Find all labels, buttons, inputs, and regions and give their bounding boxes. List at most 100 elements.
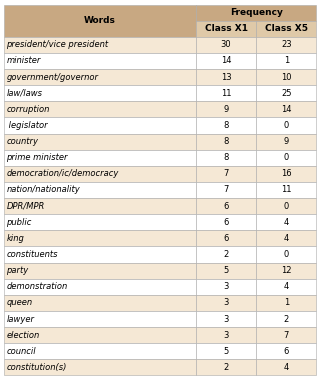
Text: king: king	[6, 234, 24, 243]
Text: 9: 9	[284, 137, 289, 146]
Text: 3: 3	[223, 282, 229, 291]
Bar	[256, 198, 316, 214]
Bar	[256, 53, 316, 69]
Text: president/vice president: president/vice president	[6, 40, 108, 49]
Bar	[4, 69, 196, 85]
Text: public: public	[6, 218, 32, 227]
Text: 7: 7	[223, 169, 229, 178]
Text: 10: 10	[281, 73, 292, 82]
Text: 1: 1	[284, 298, 289, 307]
Bar	[256, 343, 316, 359]
Text: 11: 11	[281, 185, 292, 195]
Text: legislator: legislator	[6, 121, 48, 130]
Text: 25: 25	[281, 89, 292, 98]
Bar	[196, 69, 256, 85]
Bar	[196, 133, 256, 150]
Text: 0: 0	[284, 153, 289, 162]
Bar	[4, 166, 196, 182]
Text: 23: 23	[281, 40, 292, 49]
Bar	[256, 117, 316, 133]
Text: 4: 4	[284, 282, 289, 291]
Bar	[196, 117, 256, 133]
Bar	[256, 150, 316, 166]
Text: 0: 0	[284, 202, 289, 211]
Text: 3: 3	[223, 298, 229, 307]
Bar	[256, 69, 316, 85]
Bar	[4, 150, 196, 166]
Text: DPR/MPR: DPR/MPR	[6, 202, 45, 211]
Bar	[4, 5, 196, 37]
Text: 6: 6	[223, 234, 229, 243]
Bar	[196, 263, 256, 279]
Text: 3: 3	[223, 331, 229, 340]
Bar	[196, 247, 256, 263]
Bar	[4, 247, 196, 263]
Bar	[196, 182, 256, 198]
Text: 8: 8	[223, 121, 229, 130]
Text: 0: 0	[284, 250, 289, 259]
Bar	[256, 182, 316, 198]
Text: queen: queen	[6, 298, 33, 307]
Bar	[196, 21, 256, 37]
Bar	[4, 85, 196, 101]
Text: 5: 5	[223, 347, 229, 356]
Bar	[196, 343, 256, 359]
Bar	[256, 263, 316, 279]
Text: 3: 3	[223, 315, 229, 323]
Bar	[256, 214, 316, 230]
Bar	[196, 295, 256, 311]
Text: 30: 30	[221, 40, 231, 49]
Text: 0: 0	[284, 121, 289, 130]
Text: 6: 6	[223, 218, 229, 227]
Bar	[256, 295, 316, 311]
Text: 7: 7	[284, 331, 289, 340]
Bar	[256, 279, 316, 295]
Bar	[256, 311, 316, 327]
Text: 12: 12	[281, 266, 292, 275]
Text: lawyer: lawyer	[6, 315, 35, 323]
Text: 11: 11	[221, 89, 231, 98]
Bar	[4, 295, 196, 311]
Text: demonstration: demonstration	[6, 282, 68, 291]
Text: 8: 8	[223, 153, 229, 162]
Text: 2: 2	[223, 363, 229, 372]
Text: minister: minister	[6, 57, 41, 65]
Bar	[4, 279, 196, 295]
Text: party: party	[6, 266, 29, 275]
Text: law/laws: law/laws	[6, 89, 42, 98]
Bar	[4, 343, 196, 359]
Text: 9: 9	[223, 105, 229, 114]
Bar	[196, 5, 316, 21]
Bar	[256, 166, 316, 182]
Text: constitution(s): constitution(s)	[6, 363, 67, 372]
Text: Class X1: Class X1	[204, 24, 248, 33]
Bar	[196, 101, 256, 117]
Text: 4: 4	[284, 234, 289, 243]
Bar	[256, 359, 316, 375]
Bar	[196, 214, 256, 230]
Bar	[196, 311, 256, 327]
Bar	[256, 327, 316, 343]
Text: democration/ic/democracy: democration/ic/democracy	[6, 169, 119, 178]
Bar	[256, 247, 316, 263]
Text: nation/nationality: nation/nationality	[6, 185, 80, 195]
Text: Words: Words	[84, 16, 116, 25]
Bar	[196, 53, 256, 69]
Bar	[4, 359, 196, 375]
Bar	[4, 182, 196, 198]
Text: 14: 14	[281, 105, 292, 114]
Text: 13: 13	[221, 73, 231, 82]
Bar	[4, 117, 196, 133]
Bar	[196, 230, 256, 247]
Text: 7: 7	[223, 185, 229, 195]
Bar	[4, 101, 196, 117]
Text: 4: 4	[284, 218, 289, 227]
Bar	[256, 85, 316, 101]
Text: 8: 8	[223, 137, 229, 146]
Text: country: country	[6, 137, 38, 146]
Bar	[4, 230, 196, 247]
Text: 2: 2	[223, 250, 229, 259]
Text: 16: 16	[281, 169, 292, 178]
Bar	[196, 359, 256, 375]
Bar	[196, 166, 256, 182]
